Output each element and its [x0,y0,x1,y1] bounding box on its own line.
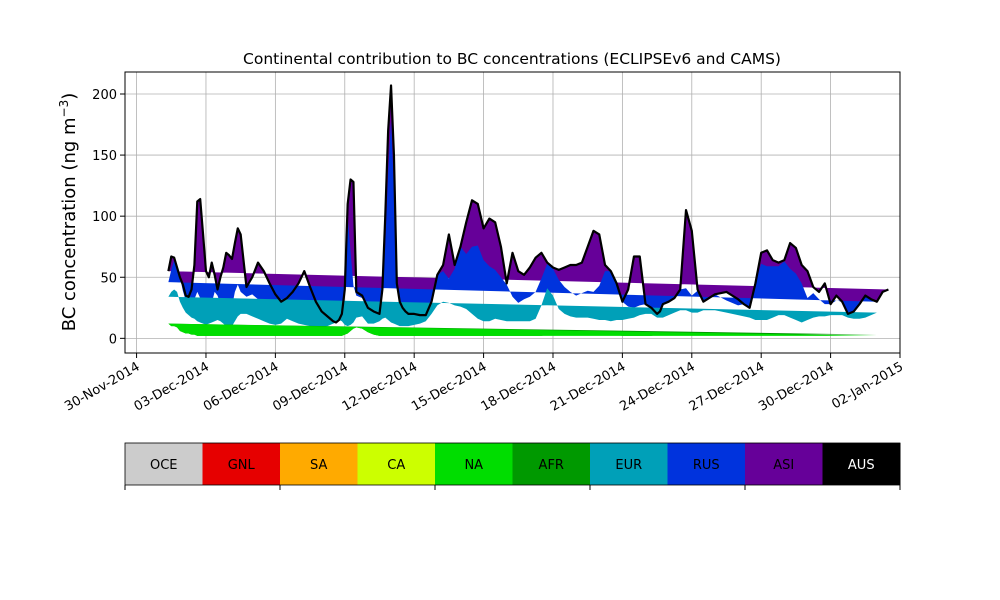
x-tick-label: 02-Jan-2015 [829,359,906,412]
grid [125,72,901,353]
x-tick-label: 09-Dec-2014 [270,359,350,414]
y-tick-label: 0 [109,332,117,347]
x-axis: 30-Nov-201403-Dec-201406-Dec-201409-Dec-… [62,353,906,415]
x-tick-label: 24-Dec-2014 [617,359,697,414]
legend-swatch-eur [590,443,668,485]
y-tick-label: 200 [92,88,117,103]
chart-title: Continental contribution to BC concentra… [243,50,781,68]
area-aus-outline [167,84,889,324]
plot-frame [124,71,901,354]
legend-swatch-aus [822,443,901,485]
x-tick-label: 27-Dec-2014 [687,359,767,414]
stacked-areas [168,85,889,336]
legend-label-rus: RUS [693,458,720,473]
x-tick-label: 03-Dec-2014 [132,359,212,414]
area-na [168,323,877,336]
legend-label-ca: CA [387,458,405,473]
legend-label-eur: EUR [615,458,642,473]
legend-frame [124,442,901,486]
x-tick-label: 15-Dec-2014 [409,359,489,414]
x-tick-label: 30-Nov-2014 [62,359,142,414]
x-tick-label: 21-Dec-2014 [548,359,628,414]
total-outline [167,84,889,324]
legend-swatch-gnl [202,443,281,485]
x-tick-label: 18-Dec-2014 [479,359,559,414]
x-tick-label: 06-Dec-2014 [201,359,281,414]
y-tick-label: 100 [92,210,117,225]
legend-swatch-oce [125,443,203,485]
y-tick-label: 50 [100,271,117,286]
legend-swatch-rus [667,443,746,485]
legend-label-gnl: GNL [228,458,256,473]
legend-label-aus: AUS [848,458,875,473]
legend-label-sa: SA [310,458,327,473]
legend-swatch-ca [357,443,436,485]
legend-label-afr: AFR [539,458,564,473]
legend-label-asi: ASI [773,458,794,473]
legend-label-oce: OCE [150,458,178,473]
legend-swatch-sa [280,443,358,485]
y-tick-label: 150 [92,149,117,164]
x-tick-label: 12-Dec-2014 [340,359,420,414]
y-axis: 0 50 100 150 200 [92,88,125,347]
region-colorbar: OCE GNL SA CA NA AFR EUR RUS ASI AUS [124,442,901,490]
legend-swatch-asi [745,443,823,485]
y-axis-label: BC concentration (ng m−3) [57,93,80,332]
x-tick-label: 30-Dec-2014 [756,359,836,414]
legend-label-na: NA [464,458,483,473]
legend-swatch-afr [512,443,591,485]
area-eur [168,288,877,328]
legend-swatch-na [435,443,513,485]
